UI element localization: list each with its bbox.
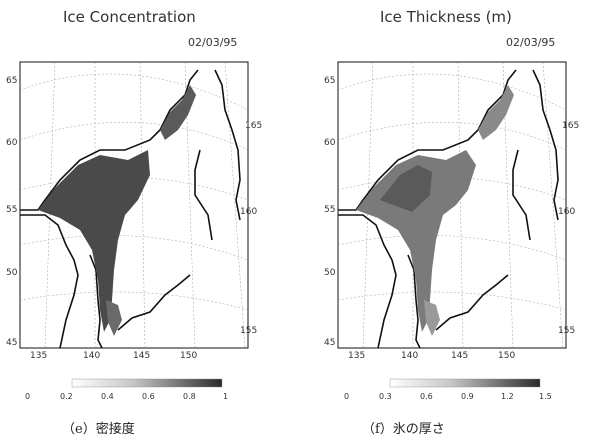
lat-label: 45 — [6, 338, 18, 348]
panel-caption: （f）氷の厚さ — [362, 422, 445, 437]
panel-title: Ice Thickness (m) — [380, 8, 512, 26]
lat-label: 60 — [324, 138, 336, 148]
panel-ice-thickness: Ice Thickness (m) 02/03/95 — [300, 0, 600, 446]
lon-label: 150 — [180, 351, 198, 361]
colorbar-tick: 0.4 — [101, 392, 114, 401]
ice-field — [38, 85, 196, 336]
graticule — [19, 61, 249, 349]
lon-label: 140 — [83, 351, 101, 361]
panel-caption: （e）密接度 — [62, 422, 135, 437]
ice-map — [337, 61, 567, 388]
colorbar-tick: 0.9 — [461, 392, 474, 401]
panel-ice-concentration: Ice Concentration 02/03/95 — [6, 8, 263, 437]
lat-label: 55 — [6, 205, 18, 215]
colorbar — [71, 378, 223, 388]
colorbar-tick: 1.2 — [501, 392, 514, 401]
colorbar-tick: 0.8 — [183, 392, 196, 401]
colorbar-tick: 0.3 — [379, 392, 392, 401]
lat-label: 50 — [324, 268, 336, 278]
colorbar-tick: 0.2 — [60, 392, 73, 401]
colorbar-tick: 1 — [223, 392, 229, 401]
ice-map — [19, 61, 249, 388]
colorbar-tick: 0 — [344, 392, 350, 401]
lat-label: 55 — [324, 205, 336, 215]
lon-label: 145 — [451, 351, 469, 361]
panel-title: Ice Concentration — [63, 8, 196, 26]
graticule — [337, 61, 567, 349]
ice-field — [356, 85, 514, 336]
colorbar — [389, 378, 541, 388]
meridian-label: 155 — [240, 326, 258, 336]
panel-date: 02/03/95 — [506, 36, 556, 49]
lon-label: 135 — [348, 351, 366, 361]
meridian-label: 155 — [558, 326, 576, 336]
meridian-label: 160 — [240, 207, 258, 217]
colorbar-tick: 0 — [25, 392, 31, 401]
lon-label: 135 — [30, 351, 48, 361]
lat-label: 60 — [6, 138, 18, 148]
meridian-label: 165 — [562, 121, 580, 131]
lon-label: 140 — [401, 351, 419, 361]
colorbar-tick: 0.6 — [142, 392, 155, 401]
lat-label: 50 — [6, 268, 18, 278]
lat-label: 65 — [6, 76, 18, 86]
colorbar-tick: 0.6 — [420, 392, 433, 401]
panel-date: 02/03/95 — [188, 36, 238, 49]
lon-label: 150 — [498, 351, 516, 361]
lon-label: 145 — [133, 351, 151, 361]
lat-label: 65 — [324, 76, 336, 86]
meridian-label: 160 — [558, 207, 576, 217]
lat-label: 45 — [324, 338, 336, 348]
colorbar-tick: 1.5 — [539, 392, 552, 401]
meridian-label: 165 — [245, 121, 263, 131]
